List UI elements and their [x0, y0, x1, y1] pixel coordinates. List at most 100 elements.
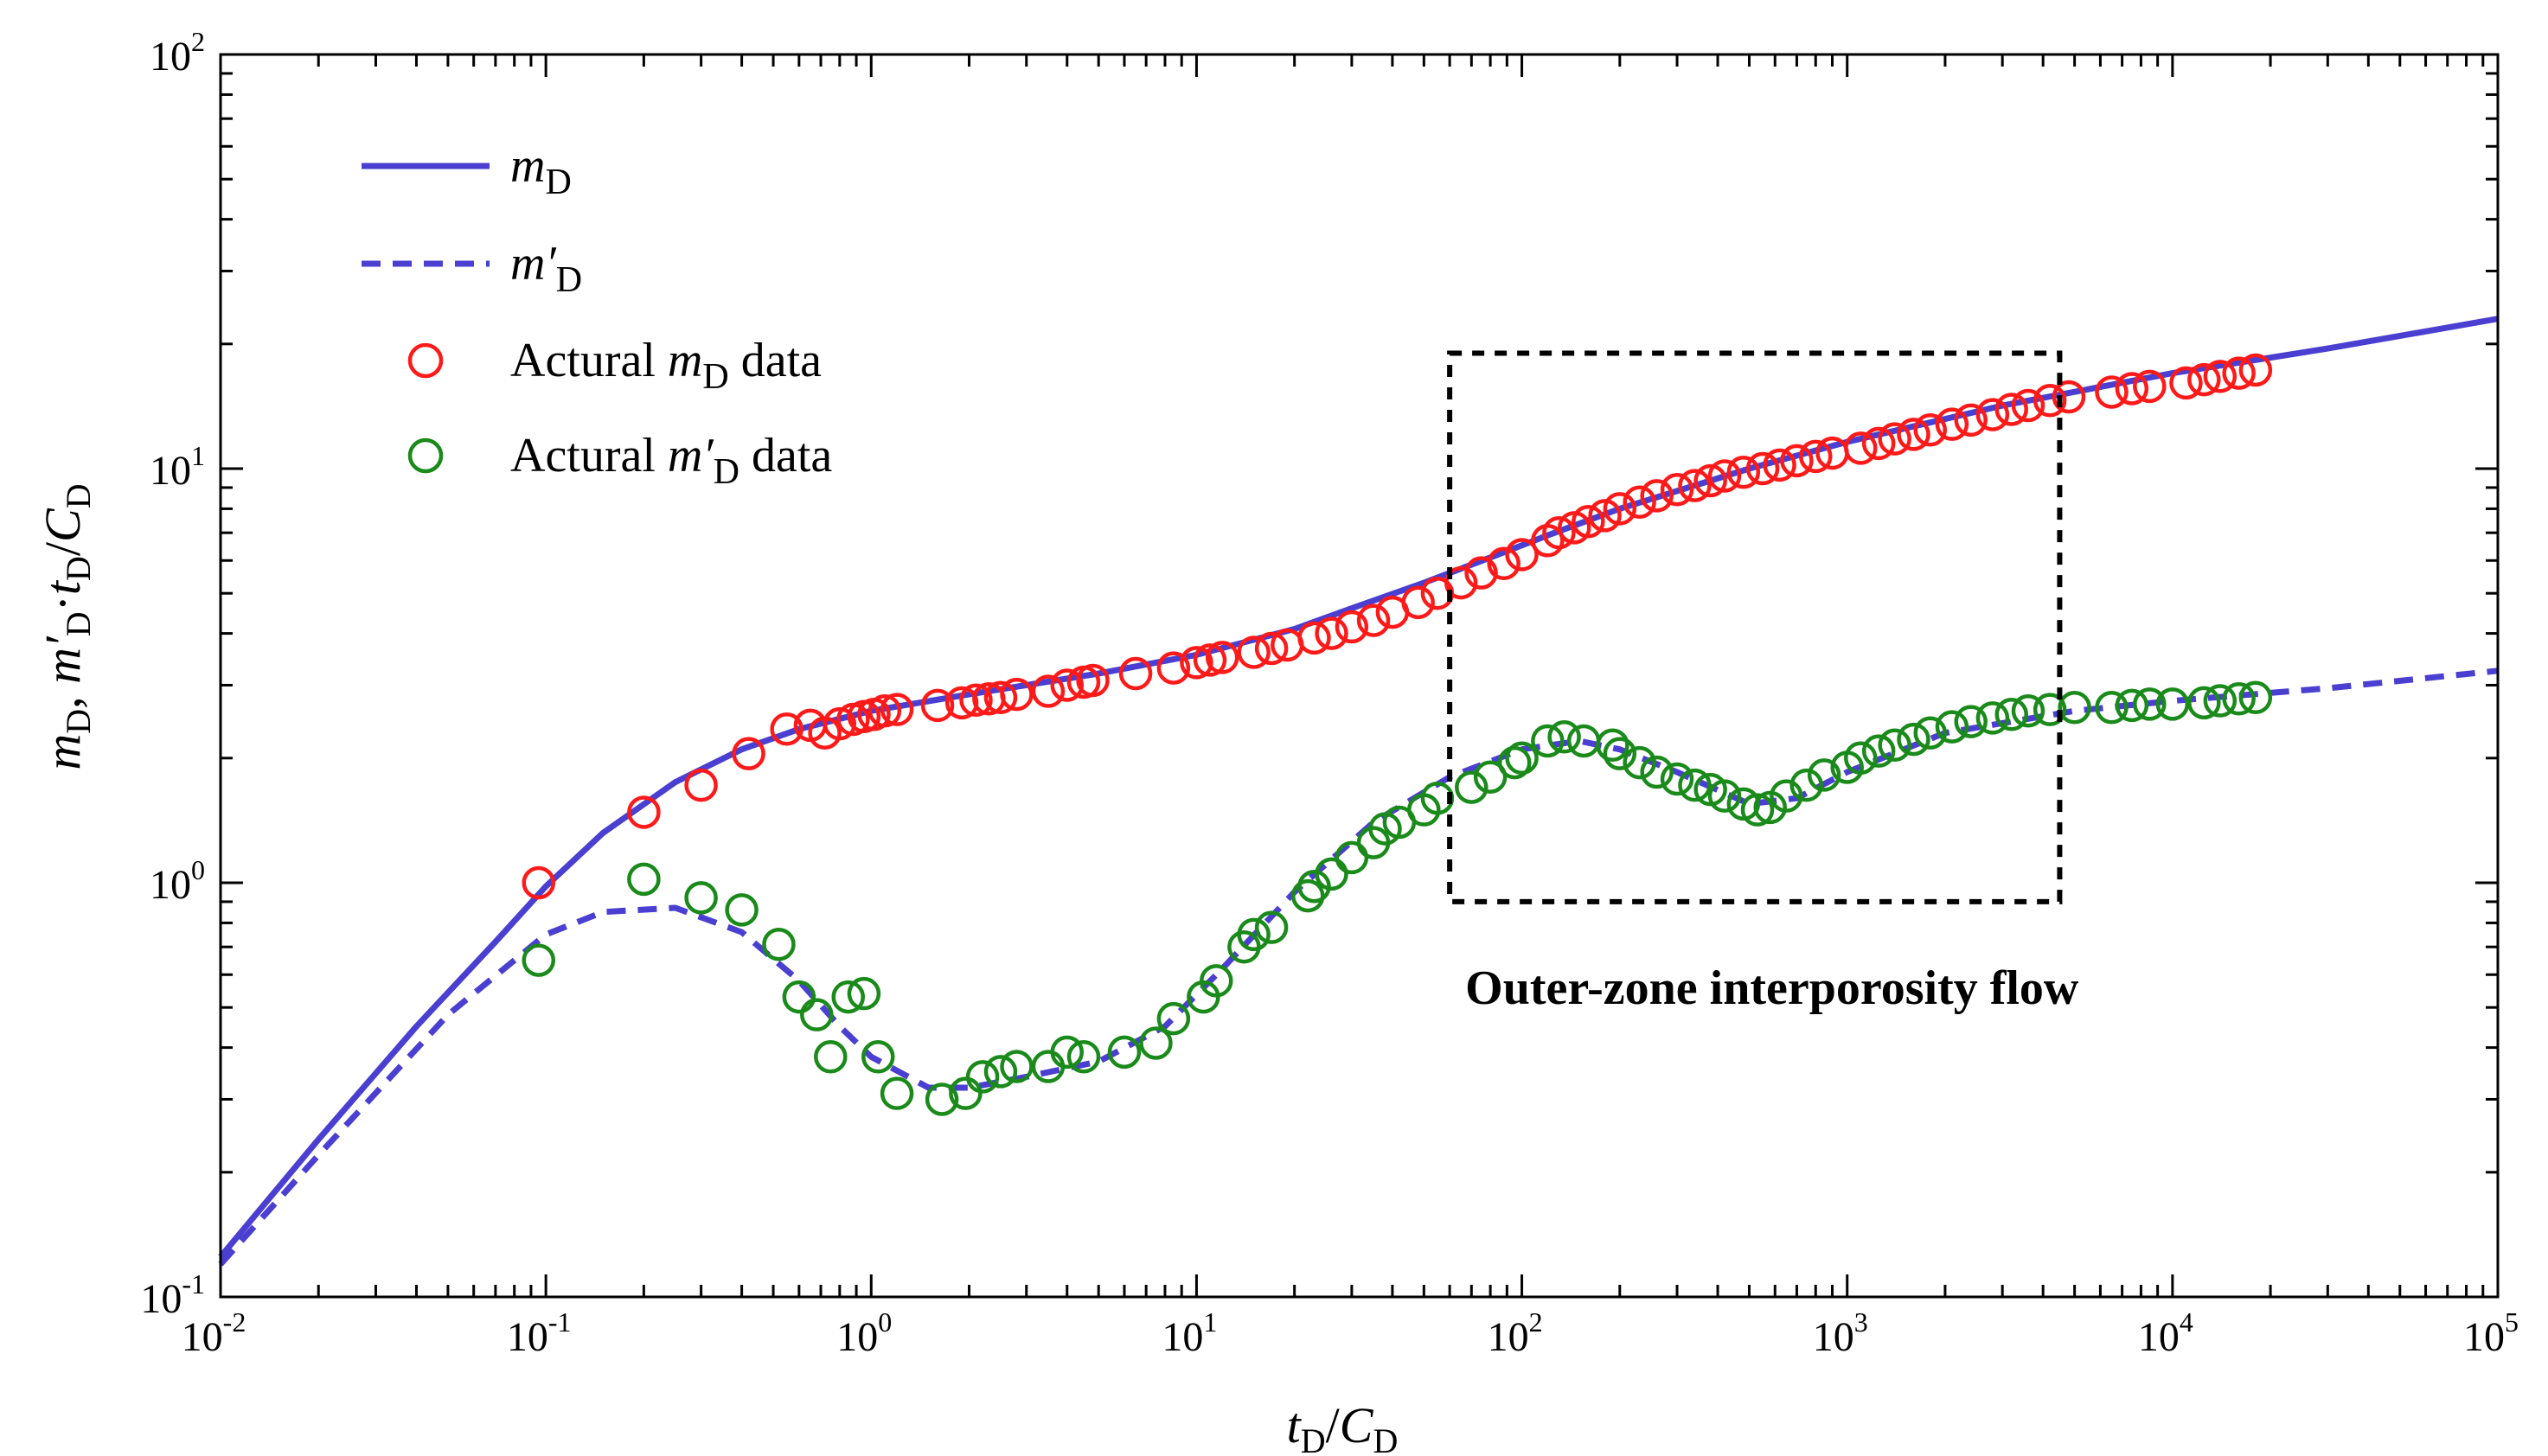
data-point-m-prime-D	[983, 1055, 1018, 1089]
data-point-mD	[1726, 455, 1761, 489]
data-point-m-prime-D	[2203, 684, 2238, 718]
data-point-m-prime-D	[1200, 964, 1233, 998]
data-point-mD	[1254, 631, 1289, 666]
data-point-m-prime-D	[2058, 691, 2091, 725]
legend-label: mD	[510, 139, 572, 202]
data-point-m-prime-D	[1913, 716, 1947, 750]
data-point-mD	[1707, 459, 1742, 493]
data-point-mD	[1356, 603, 1391, 637]
data-point-m-prime-D	[1789, 768, 1823, 802]
data-point-mD	[983, 680, 1018, 715]
data-point-mD	[959, 683, 993, 718]
x-tick-label: 103	[1813, 1306, 1868, 1360]
data-point-m-prime-D	[762, 927, 796, 961]
data-point-m-prime-D	[831, 980, 865, 1014]
legend-swatch-marker	[407, 437, 444, 474]
data-point-mD	[1660, 472, 1694, 507]
data-point-m-prime-D	[2033, 693, 2067, 726]
data-point-mD	[2095, 375, 2129, 409]
legend-label: Actural m′D data	[510, 429, 832, 492]
data-point-m-prime-D	[782, 980, 816, 1014]
data-point-mD	[1505, 538, 1539, 572]
data-point-mD	[1335, 610, 1369, 644]
legend-swatch-marker	[407, 342, 444, 379]
data-point-m-prime-D	[814, 1040, 848, 1074]
data-point-m-prime-D	[1066, 1040, 1101, 1074]
data-point-mD	[627, 795, 661, 829]
data-point-mD	[1954, 403, 1988, 437]
plot-frame	[219, 53, 2500, 1299]
series-line-m-prime-D	[218, 667, 2499, 1267]
data-point-mD	[1000, 677, 1034, 712]
data-point-mD	[1487, 546, 1520, 581]
data-point-m-prime-D	[1861, 734, 1896, 768]
data-point-mD	[1678, 469, 1712, 502]
data-point-m-prime-D	[965, 1060, 1000, 1094]
data-point-mD	[1572, 504, 1605, 539]
data-point-mD	[1799, 439, 1833, 474]
data-point-m-prime-D	[861, 1040, 895, 1074]
data-point-mD	[770, 712, 803, 746]
data-point-m-prime-D	[1050, 1035, 1084, 1070]
data-point-mD	[2011, 388, 2045, 423]
data-point-m-prime-D	[1315, 857, 1348, 891]
data-point-mD	[1897, 418, 1930, 451]
data-point-m-prime-D	[1547, 720, 1581, 754]
data-point-mD	[1693, 463, 1727, 498]
data-point-m-prime-D	[2011, 693, 2045, 728]
data-point-mD	[1878, 422, 1911, 456]
data-point-m-prime-D	[1335, 840, 1369, 875]
data-point-mD	[1464, 556, 1498, 590]
data-point-m-prime-D	[627, 862, 661, 897]
data-point-m-prime-D	[1954, 705, 1988, 738]
data-point-mD	[1401, 585, 1435, 620]
data-point-mD	[1156, 651, 1191, 685]
data-point-m-prime-D	[1254, 910, 1289, 944]
data-point-m-prime-D	[880, 1076, 914, 1110]
data-point-m-prime-D	[2222, 682, 2256, 716]
data-point-m-prime-D	[1897, 722, 1930, 757]
data-point-m-prime-D	[1975, 701, 2010, 735]
data-point-mD	[1315, 616, 1348, 650]
data-point-mD	[1444, 565, 1478, 600]
data-point-mD	[867, 693, 902, 728]
data-point-m-prime-D	[1707, 779, 1742, 813]
data-point-m-prime-D	[2095, 691, 2129, 725]
data-point-mD	[1861, 426, 1896, 461]
data-point-mD	[1588, 499, 1622, 533]
y-tick-label: 101	[150, 440, 205, 494]
data-point-m-prime-D	[2115, 688, 2149, 723]
data-point-m-prime-D	[1935, 710, 1969, 744]
data-point-m-prime-D	[1678, 768, 1712, 802]
data-point-m-prime-D	[1603, 737, 1637, 770]
data-point-m-prime-D	[847, 976, 881, 1011]
data-point-m-prime-D	[1156, 1001, 1191, 1036]
data-point-m-prime-D	[925, 1082, 959, 1116]
y-tick-label: 100	[150, 854, 205, 908]
data-point-mD	[1623, 485, 1656, 520]
data-point-mD	[1975, 398, 2010, 431]
data-point-m-prime-D	[1770, 779, 1803, 813]
data-point-m-prime-D	[1000, 1050, 1034, 1083]
data-point-mD	[2238, 353, 2273, 387]
y-axis-label: mD, m′D·tD/CD	[35, 483, 98, 770]
x-tick-label: 105	[2463, 1306, 2519, 1360]
data-point-m-prime-D	[1505, 741, 1539, 776]
data-point-m-prime-D	[1031, 1050, 1066, 1083]
legend: mD m′D Actural mD data Actural m′D data	[362, 139, 832, 492]
data-point-mD	[1118, 656, 1153, 691]
marker-layer	[522, 353, 2273, 1116]
data-point-m-prime-D	[949, 1076, 983, 1110]
data-point-mD	[1994, 393, 2028, 426]
data-point-mD	[684, 768, 718, 802]
data-point-m-prime-D	[1878, 728, 1911, 763]
data-point-mD	[880, 693, 914, 726]
data-point-m-prime-D	[1640, 755, 1674, 789]
data-point-m-prime-D	[1623, 745, 1656, 780]
x-axis-label: tD/CD	[1287, 1397, 1399, 1456]
x-tick-label: 104	[2138, 1306, 2193, 1360]
legend-label: Actural mD data	[510, 334, 822, 397]
data-point-mD	[1603, 492, 1637, 526]
data-point-mD	[522, 865, 556, 900]
